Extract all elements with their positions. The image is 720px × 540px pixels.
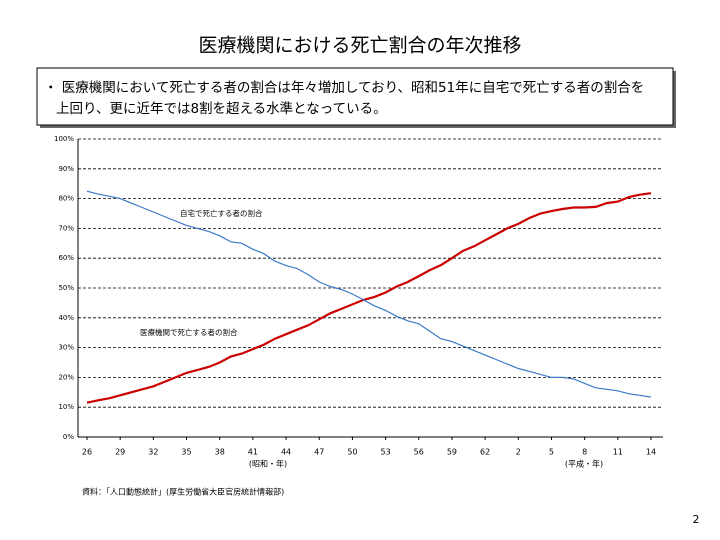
y-tick-label: 60% <box>58 254 74 262</box>
description-line: 上回り、更に近年では8割を超える水準となっている。 <box>56 100 387 117</box>
x-tick-label: 35 <box>181 448 191 457</box>
x-tick-label: 26 <box>82 448 92 457</box>
series-label: 医療機関で死亡する者の割合 <box>140 327 238 337</box>
y-tick-label: 30% <box>58 344 74 352</box>
x-tick-label: 8 <box>582 448 587 457</box>
y-tick-label: 90% <box>58 165 74 173</box>
y-tick-label: 50% <box>58 284 74 292</box>
y-tick-label: 10% <box>58 403 74 411</box>
x-tick-label: 38 <box>215 448 225 457</box>
x-tick-label: 14 <box>646 448 656 457</box>
x-annotation: (平成・年) <box>565 459 603 469</box>
source: 資料：「人口動態統計」(厚生労働省大臣官房統計情報部) <box>82 487 284 497</box>
series-line <box>86 192 652 404</box>
description-box <box>36 67 674 126</box>
x-tick-label: 41 <box>248 448 258 457</box>
y-tick-label: 80% <box>58 195 74 203</box>
x-tick-label: 2 <box>516 448 521 457</box>
x-tick-label: 59 <box>447 448 457 457</box>
x-tick-label: 32 <box>148 448 158 457</box>
description-line: ・ 医療機関において死亡する者の割合は年々増加しており、昭和51年に自宅で死亡す… <box>44 79 644 96</box>
series-label: 自宅で死亡する者の割合 <box>180 208 263 218</box>
y-tick-label: 70% <box>58 224 74 232</box>
x-tick-label: 47 <box>314 448 324 457</box>
y-tick-label: 40% <box>58 314 74 322</box>
x-tick-label: 44 <box>281 448 291 457</box>
page-number: 2 <box>693 513 700 526</box>
x-annotation: (昭和・年) <box>249 459 287 469</box>
x-tick-label: 29 <box>115 448 125 457</box>
y-tick-label: 0% <box>63 433 74 441</box>
x-tick-label: 56 <box>414 448 424 457</box>
x-tick-label: 62 <box>480 448 490 457</box>
x-tick-label: 5 <box>549 448 554 457</box>
x-tick-label: 50 <box>347 448 357 457</box>
y-tick-label: 100% <box>54 135 74 143</box>
x-tick-label: 11 <box>613 448 623 457</box>
x-tick-label: 53 <box>380 448 390 457</box>
y-tick-label: 20% <box>58 373 74 381</box>
chart-title: 医療機関における死亡割合の年次推移 <box>198 35 521 57</box>
series-line <box>86 190 652 398</box>
